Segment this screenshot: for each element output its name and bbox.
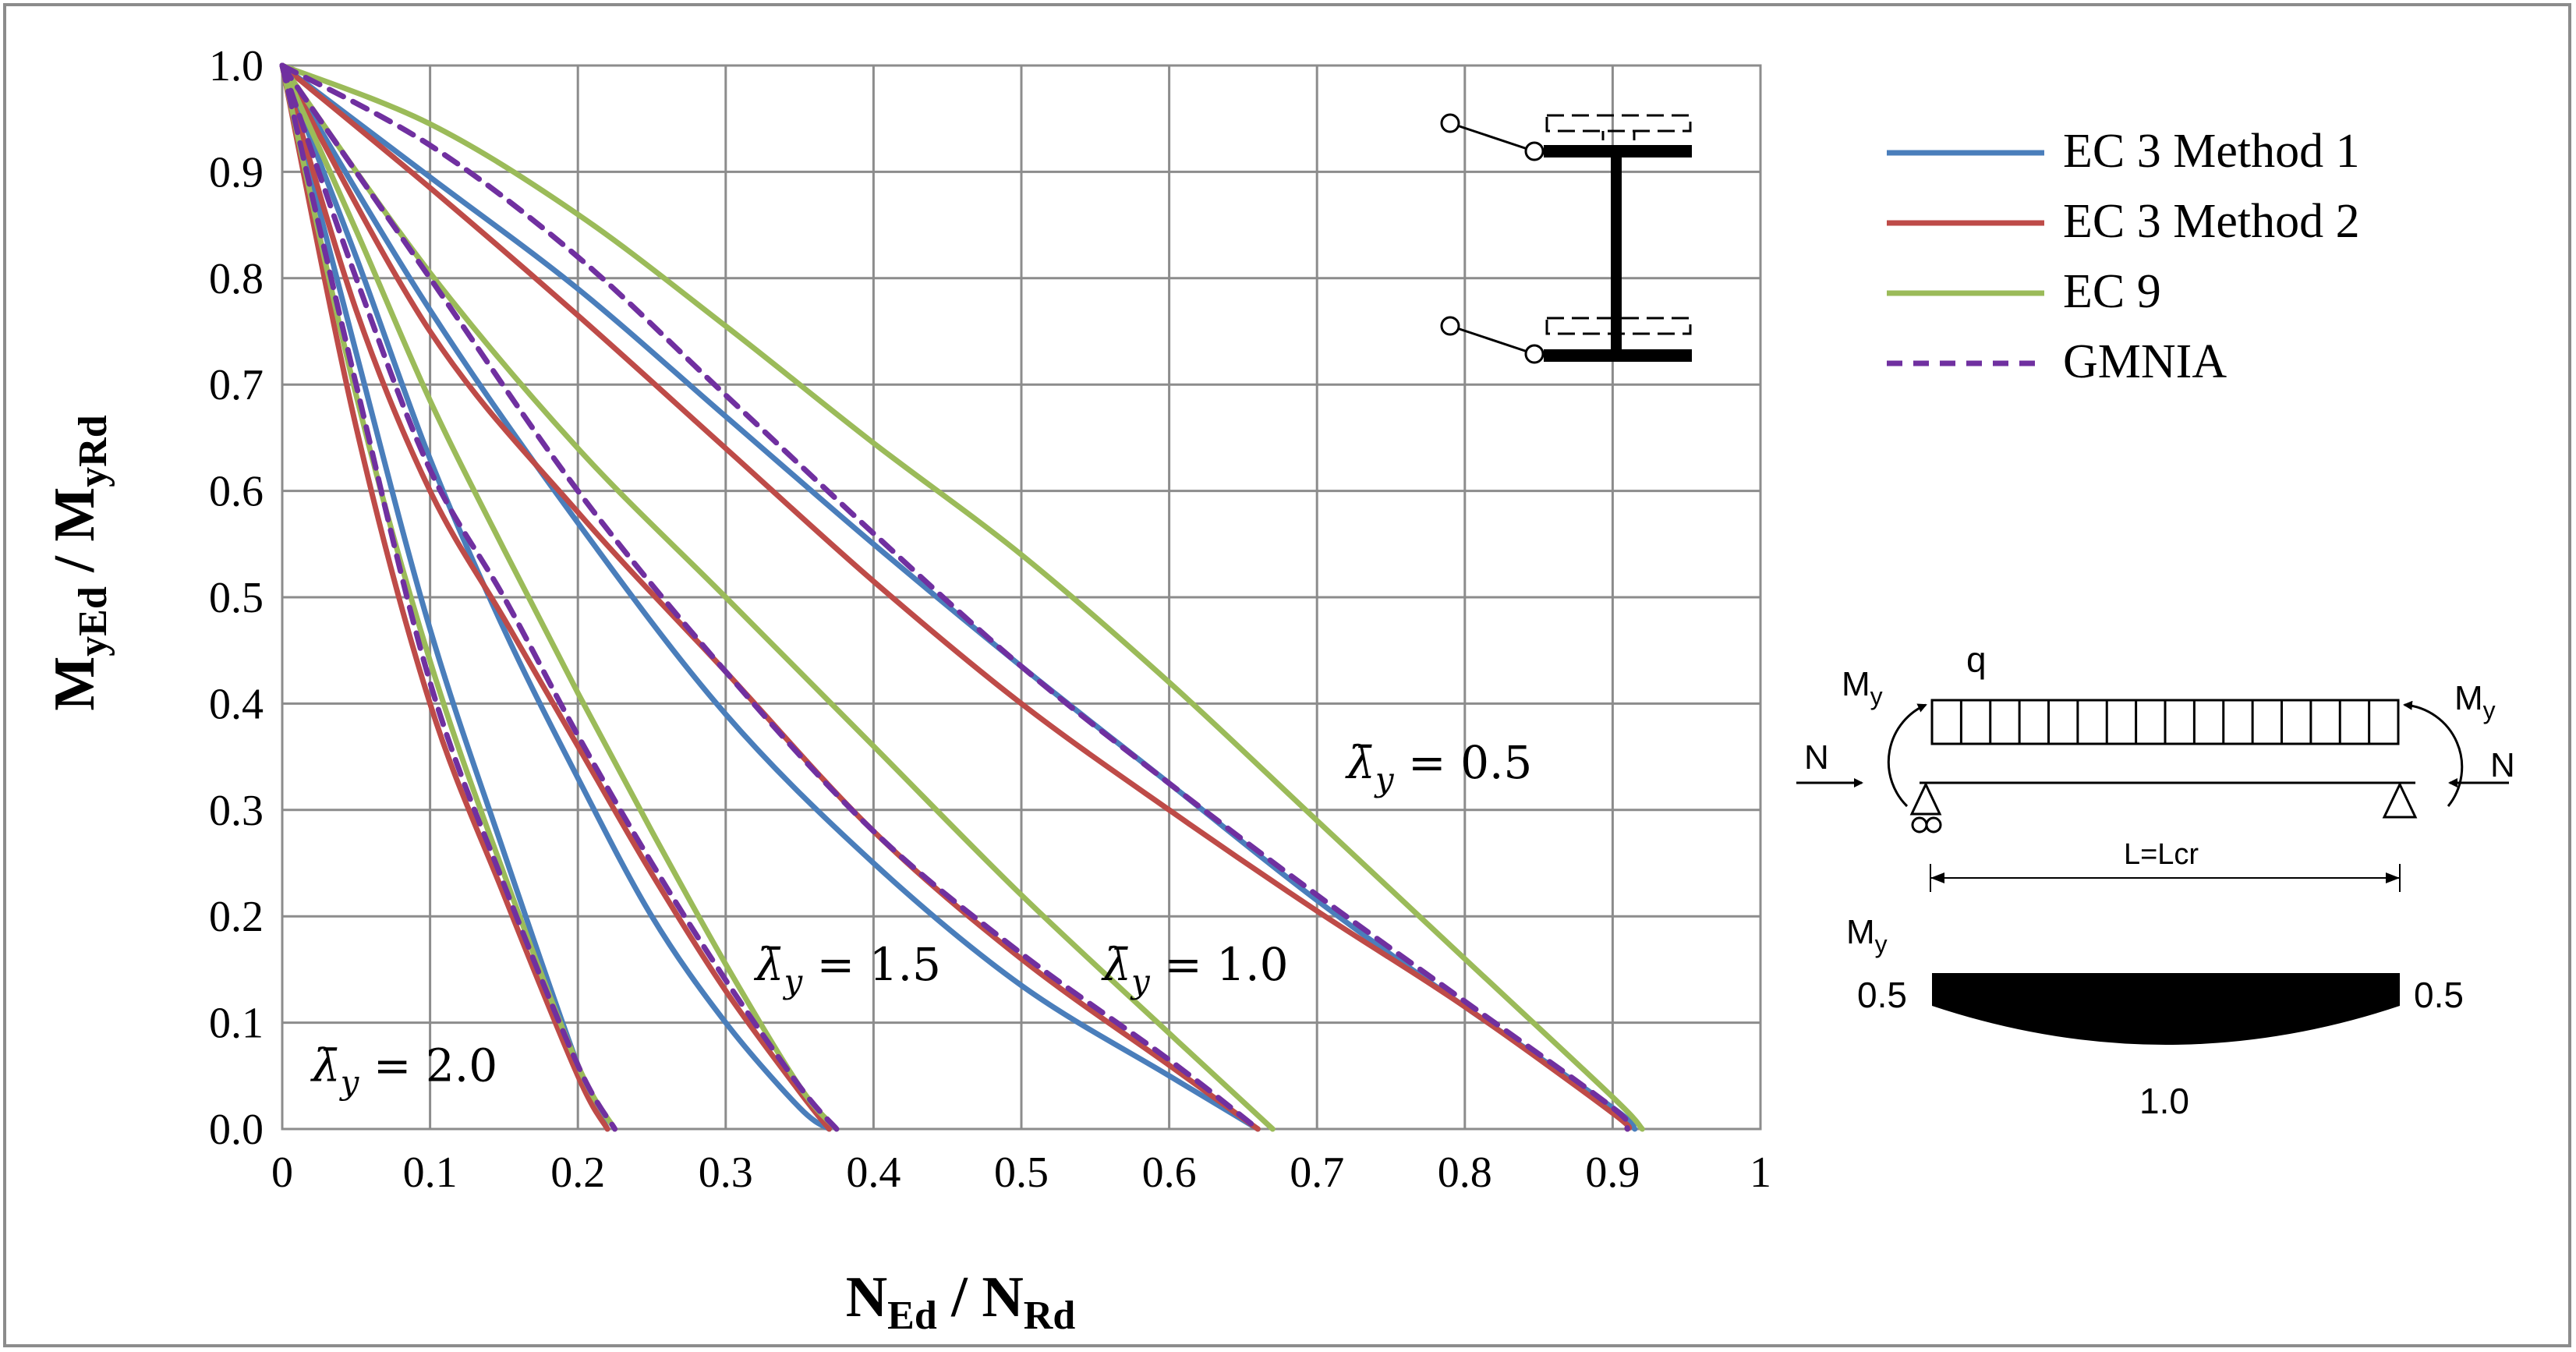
y-tick-label: 0.5 <box>209 574 264 622</box>
y-axis-title: MyEd / MyRd <box>43 415 115 710</box>
y-tick-label: 0.0 <box>209 1106 264 1154</box>
moment-right-label: My <box>2454 679 2496 724</box>
y-tick-label: 0.4 <box>209 680 264 728</box>
slenderness-annotations: λ̄y = 0.5 λ̄y = 1.0 λ̄y = 1.5 λ̄y = 2.0 <box>310 736 1532 1102</box>
series-line <box>279 62 1276 1132</box>
plot-area-border <box>281 64 1762 1131</box>
legend-label: EC 3 Method 2 <box>2063 195 2360 248</box>
pin-support <box>1909 781 1942 816</box>
x-axis-title: NEd / NRd <box>846 1265 1076 1338</box>
y-tick-label: 0.8 <box>209 255 264 303</box>
legend: EC 3 Method 1 EC 3 Method 2 EC 9 GMNIA <box>1887 125 2360 388</box>
slenderness-label: λ̄y = 2.0 <box>310 1039 497 1102</box>
x-tick-label: 0.7 <box>1290 1148 1344 1197</box>
series-lines <box>279 62 1645 1132</box>
moment-diagram-shape <box>1932 973 2400 1045</box>
pin-support-right <box>2382 781 2418 819</box>
legend-label: EC 3 Method 1 <box>2063 125 2360 178</box>
series-line <box>279 62 840 1132</box>
legend-label: GMNIA <box>2063 335 2227 388</box>
moment-left-arrow <box>1887 703 1927 808</box>
moment-left-label: My <box>1842 665 1883 710</box>
x-tick-label: 0.1 <box>403 1148 458 1197</box>
y-tick-label: 0.1 <box>209 1000 264 1048</box>
slenderness-label: λ̄y = 1.5 <box>754 938 941 1000</box>
load-label: q <box>1966 639 1987 680</box>
series-line <box>279 62 1645 1132</box>
y-tick-labels: 0.0 0.1 0.2 0.3 0.4 0.5 0.6 0.7 0.8 0.9 1.0 <box>209 42 264 1154</box>
series-line <box>279 62 833 1132</box>
series-ec-3-method-2 <box>279 62 1633 1132</box>
axial-right-label: N <box>2490 746 2515 784</box>
y-tick-label: 1.0 <box>209 42 264 90</box>
roller-right <box>1925 816 1942 833</box>
cross-section-icon <box>1440 113 1692 364</box>
x-tick-label: 0.3 <box>699 1148 753 1197</box>
span-label: L=Lcr <box>2124 838 2199 871</box>
y-tick-label: 0.2 <box>209 893 264 941</box>
slenderness-label: λ̄y = 0.5 <box>1345 736 1532 798</box>
moment-right-arrow <box>2403 700 2464 807</box>
y-tick-label: 0.6 <box>209 468 264 516</box>
x-tick-label: 0.5 <box>994 1148 1049 1197</box>
axial-left-label: N <box>1804 738 1829 777</box>
x-tick-label: 0.2 <box>550 1148 605 1197</box>
y-tick-label: 0.7 <box>209 361 264 409</box>
grid <box>281 64 1762 1131</box>
series-line <box>279 62 840 1132</box>
x-tick-label: 1 <box>1750 1148 1771 1197</box>
series-line <box>279 62 618 1132</box>
series-gmnia <box>279 62 1633 1132</box>
x-tick-label: 0 <box>271 1148 293 1197</box>
series-line <box>279 62 1633 1132</box>
plot-border <box>281 64 1762 1131</box>
moment-end-right: 0.5 <box>2414 975 2464 1015</box>
moment-end-left: 0.5 <box>1857 975 1907 1015</box>
y-tick-label: 0.3 <box>209 787 264 835</box>
series-line <box>279 62 833 1132</box>
series-line <box>279 62 1261 1132</box>
series-line <box>279 62 610 1132</box>
series-line <box>279 62 1261 1132</box>
slenderness-label: λ̄y = 1.0 <box>1101 938 1288 1000</box>
series-line <box>279 62 1261 1132</box>
y-tick-label: 0.9 <box>209 148 264 196</box>
moment-diagram-title: My <box>1846 913 1888 958</box>
x-tick-label: 0.6 <box>1142 1148 1197 1197</box>
x-tick-label: 0.4 <box>846 1148 901 1197</box>
load-diagram: My q My N N L=Lcr My 0.5 0.5 1.0 <box>1796 639 2515 1121</box>
legend-label: EC 9 <box>2063 265 2161 318</box>
moment-mid-value: 1.0 <box>2139 1081 2189 1121</box>
series-line <box>279 62 1633 1132</box>
roller-left <box>1911 816 1928 833</box>
x-tick-labels: 0 0.1 0.2 0.3 0.4 0.5 0.6 0.7 0.8 0.9 1 <box>271 1148 1771 1197</box>
distributed-load-ticks <box>1959 700 2371 744</box>
x-tick-label: 0.8 <box>1438 1148 1492 1197</box>
x-tick-label: 0.9 <box>1585 1148 1640 1197</box>
